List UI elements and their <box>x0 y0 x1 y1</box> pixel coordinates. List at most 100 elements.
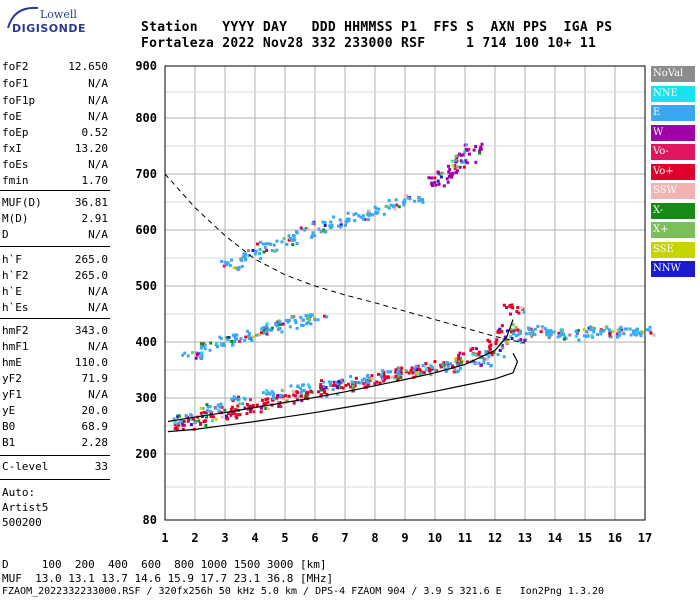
data-point <box>227 336 231 340</box>
param-label: fmin <box>2 174 29 187</box>
data-point <box>409 368 413 372</box>
data-point <box>334 383 338 387</box>
param-value: N/A <box>88 301 108 314</box>
data-point <box>514 325 518 329</box>
data-point <box>502 303 506 307</box>
data-point <box>287 319 291 323</box>
data-point <box>274 321 278 325</box>
data-point <box>469 347 473 351</box>
data-point <box>259 256 263 260</box>
auto-label: Auto: <box>2 486 36 499</box>
data-point <box>232 266 236 270</box>
data-point <box>387 198 391 202</box>
data-point <box>562 337 566 341</box>
data-point <box>338 218 342 222</box>
data-point <box>241 402 245 406</box>
data-point <box>454 171 458 175</box>
x-tick-label: 9 <box>401 531 408 545</box>
data-point <box>602 329 606 333</box>
data-point <box>280 393 284 397</box>
data-point <box>458 367 462 371</box>
data-point <box>262 331 266 335</box>
data-point <box>247 253 251 257</box>
data-point <box>323 314 327 318</box>
data-point <box>201 406 205 410</box>
data-point <box>270 326 274 330</box>
data-point <box>299 394 303 398</box>
param-value: N/A <box>88 94 108 107</box>
trace-fit-curve <box>167 319 514 423</box>
data-point <box>351 387 355 391</box>
data-point <box>599 329 603 333</box>
data-point <box>220 405 224 409</box>
data-point <box>417 199 421 203</box>
data-point <box>301 324 305 328</box>
data-point <box>453 366 457 370</box>
param-value: N/A <box>88 77 108 90</box>
data-point <box>229 413 233 417</box>
data-point <box>615 335 619 339</box>
data-point <box>190 351 194 355</box>
data-point <box>533 333 537 337</box>
data-point <box>413 199 417 203</box>
data-point <box>434 368 438 372</box>
data-point <box>230 258 234 262</box>
logo-digisonde: DIGISONDE <box>12 22 86 35</box>
data-point <box>220 343 224 347</box>
legend-item-x: X+ <box>651 222 695 238</box>
data-point <box>215 345 219 349</box>
data-point <box>209 415 213 419</box>
data-point <box>312 316 316 320</box>
data-point <box>309 322 313 326</box>
data-point <box>511 323 515 327</box>
data-point <box>421 198 425 202</box>
data-point <box>300 319 304 323</box>
param-value: 33 <box>94 460 108 473</box>
data-point <box>472 148 476 152</box>
data-point <box>425 368 429 372</box>
data-point <box>222 264 226 268</box>
data-point <box>339 223 343 227</box>
data-point <box>414 364 418 368</box>
data-point <box>317 227 321 231</box>
header-row-2: Fortaleza 2022 Nov28 332 233000 RSF 1 71… <box>141 36 597 51</box>
data-point <box>289 384 293 388</box>
data-point <box>590 334 594 338</box>
data-point <box>225 336 229 340</box>
data-point <box>383 377 387 381</box>
data-point <box>309 390 313 394</box>
data-point <box>394 198 398 202</box>
data-point <box>336 382 340 386</box>
param-value: 110.0 <box>74 356 108 369</box>
data-point <box>496 352 500 356</box>
logo-swoosh-icon <box>7 6 39 29</box>
data-point <box>451 164 455 168</box>
param-value: N/A <box>88 388 108 401</box>
data-point <box>529 327 533 331</box>
data-point <box>351 384 355 388</box>
footer-file-info: FZAOM_2022332233000.RSF / 320fx256h 50 k… <box>2 586 605 597</box>
data-point <box>512 332 516 336</box>
data-point <box>260 398 264 402</box>
param-value: 71.9 <box>81 372 109 385</box>
data-point <box>471 353 475 357</box>
data-point <box>323 230 327 234</box>
data-point <box>349 375 353 379</box>
data-point <box>355 380 359 384</box>
data-point <box>474 160 478 164</box>
data-point <box>271 397 275 401</box>
data-point <box>509 327 513 331</box>
data-point <box>390 375 394 379</box>
data-point <box>243 397 247 401</box>
param-label: hmE <box>2 356 22 369</box>
data-point <box>422 371 426 375</box>
data-point <box>517 311 521 315</box>
data-point <box>456 361 460 365</box>
data-point <box>346 382 350 386</box>
data-point <box>411 371 415 375</box>
data-point <box>540 327 544 331</box>
data-point <box>649 331 653 335</box>
x-tick-label: 16 <box>608 531 622 545</box>
data-point <box>524 332 528 336</box>
data-point <box>292 237 296 241</box>
